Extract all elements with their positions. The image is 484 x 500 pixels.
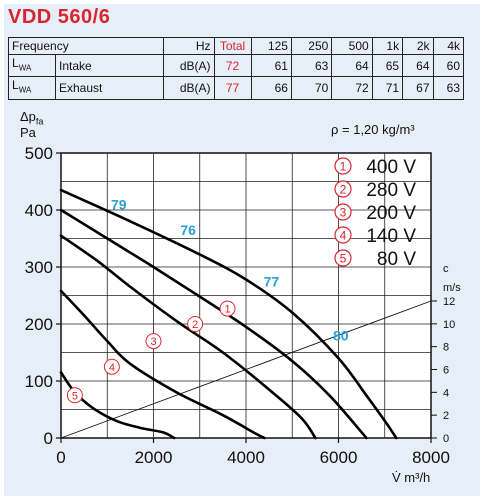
- right-axis-tick-label: 8: [443, 342, 449, 354]
- row-total: 77: [213, 76, 252, 100]
- y-tick-label: 300: [25, 258, 53, 277]
- fan-curve-2: [59, 208, 368, 440]
- legend-label: 200 V: [366, 203, 416, 224]
- right-axis-label: c: [443, 263, 449, 275]
- legend-label: 400 V: [366, 157, 416, 178]
- legend-label: 280 V: [366, 180, 416, 201]
- table-cell: 67: [402, 76, 434, 100]
- curve-marker: 3: [150, 336, 156, 348]
- curve-marker-circle: [145, 333, 162, 350]
- table-cell: 60: [432, 53, 464, 78]
- legend-marker-circle: [334, 180, 352, 198]
- sound-level-label: 79: [111, 196, 127, 212]
- x-tick-label: 2000: [135, 448, 173, 467]
- header-2k: 2k: [402, 37, 434, 55]
- legend-marker: 3: [340, 206, 347, 220]
- y-tick-label: 400: [25, 201, 53, 220]
- row-unit: dB(A): [162, 53, 215, 78]
- right-axis-tick-label: 10: [443, 319, 455, 331]
- legend-marker: 2: [340, 183, 347, 197]
- lwa-symbol: LWA: [8, 76, 56, 100]
- curve-marker: 1: [224, 304, 230, 316]
- curve-marker-circle: [66, 387, 83, 404]
- curve-marker: 4: [109, 362, 115, 374]
- legend-marker: 1: [340, 160, 347, 174]
- table-row: LWA Exhaust dB(A) 77 66 70 72 71 67 63: [8, 76, 464, 100]
- row-name: Exhaust: [55, 76, 164, 100]
- y-tick-label: 0: [44, 429, 53, 448]
- row-unit: dB(A): [162, 76, 215, 100]
- curve-marker-circle: [187, 316, 204, 332]
- page-title: VDD 560/6: [8, 6, 111, 28]
- table-cell: 66: [250, 76, 292, 100]
- x-axis-label: V̇ m³/h: [392, 470, 430, 485]
- legend-label: 80 V: [377, 249, 416, 270]
- right-axis-tick-label: 6: [443, 365, 449, 377]
- x-tick-label: 0: [56, 448, 65, 467]
- curve-marker: 5: [72, 390, 78, 402]
- curve-marker: 2: [192, 319, 198, 331]
- right-axis-tick-label: 0: [443, 433, 449, 445]
- row-name: Intake: [55, 53, 164, 78]
- y-tick-label: 100: [25, 372, 53, 391]
- table-cell: 63: [290, 53, 333, 78]
- sound-level-label: 77: [264, 273, 280, 289]
- header-125: 125: [250, 37, 292, 55]
- y-axis-symbol: Δpfa: [20, 109, 44, 127]
- right-axis-tick-label: 4: [443, 387, 449, 399]
- fan-curve-3: [59, 234, 317, 440]
- sound-power-table: Frequency Hz Total 125 250 500 1k 2k 4k …: [8, 37, 464, 100]
- legend-marker-circle: [334, 249, 352, 267]
- x-tick-label: 6000: [320, 448, 358, 467]
- right-axis-tick-label: 2: [443, 410, 449, 422]
- x-tick-label: 8000: [412, 448, 450, 467]
- curve-marker-circle: [103, 358, 120, 375]
- curve-marker-circle: [219, 300, 236, 317]
- right-axis-unit: m/s: [443, 282, 461, 294]
- legend-marker-circle: [334, 203, 352, 221]
- table-cell: 71: [371, 76, 404, 100]
- y-tick-label: 500: [25, 144, 53, 163]
- legend-marker-circle: [334, 157, 352, 175]
- sound-level-label: 80: [333, 327, 349, 343]
- y-tick-label: 200: [25, 315, 53, 334]
- right-axis-tick-label: 12: [443, 296, 455, 308]
- legend-label: 140 V: [366, 226, 416, 247]
- y-axis-unit: Pa: [20, 125, 36, 140]
- sound-level-label: 76: [180, 222, 196, 238]
- air-density-note: ρ = 1,20 kg/m³: [331, 122, 415, 137]
- legend-marker: 5: [340, 252, 347, 266]
- x-tick-label: 4000: [227, 448, 265, 467]
- table-cell: 72: [331, 76, 373, 100]
- fan-curve-4: [59, 289, 266, 440]
- table-header-row: Frequency Hz Total 125 250 500 1k 2k 4k: [8, 37, 464, 55]
- fan-curve-1: [59, 188, 398, 440]
- legend-marker: 4: [340, 229, 347, 243]
- table-cell: 63: [432, 76, 464, 100]
- legend-marker-circle: [334, 226, 352, 244]
